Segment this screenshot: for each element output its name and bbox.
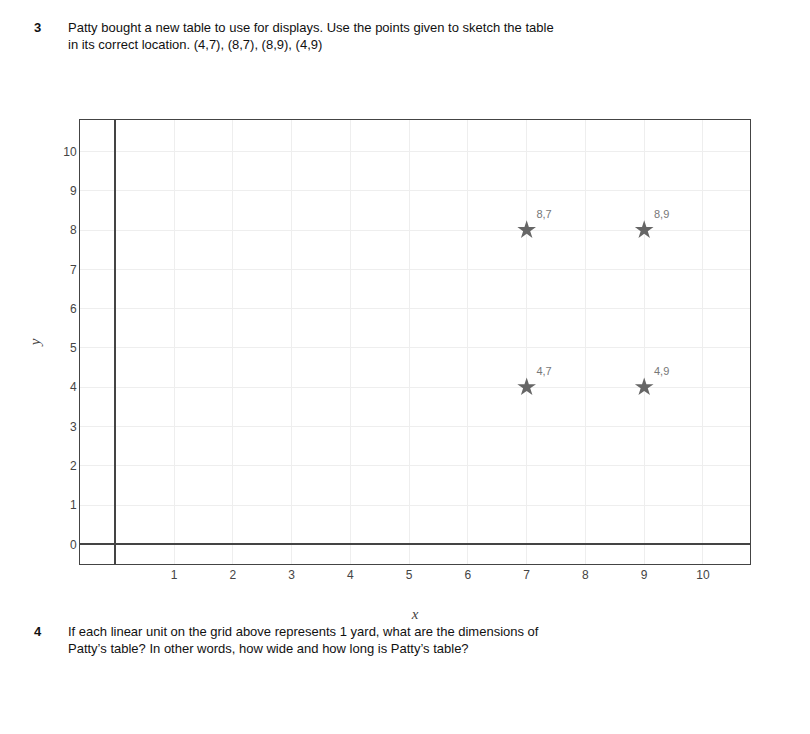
- svg-text:7: 7: [70, 263, 77, 277]
- svg-text:4,9: 4,9: [654, 365, 669, 377]
- svg-text:2: 2: [70, 459, 77, 473]
- svg-text:3: 3: [34, 20, 41, 35]
- svg-text:8: 8: [70, 223, 77, 237]
- svg-text:If each linear unit on the gri: If each linear unit on the grid above re…: [68, 624, 539, 656]
- svg-text:8: 8: [582, 568, 589, 582]
- svg-text:8,7: 8,7: [536, 208, 551, 220]
- svg-text:6: 6: [465, 568, 472, 582]
- svg-text:9: 9: [70, 184, 77, 198]
- svg-text:4: 4: [34, 624, 42, 639]
- svg-text:5: 5: [406, 568, 413, 582]
- svg-text:5: 5: [70, 341, 77, 355]
- svg-text:3: 3: [288, 568, 295, 582]
- svg-text:1: 1: [70, 498, 77, 512]
- svg-text:4,7: 4,7: [536, 365, 551, 377]
- svg-text:7: 7: [523, 568, 530, 582]
- svg-text:9: 9: [641, 568, 648, 582]
- svg-text:10: 10: [696, 568, 710, 582]
- svg-text:0: 0: [70, 538, 77, 552]
- svg-text:8,9: 8,9: [654, 208, 669, 220]
- svg-text:2: 2: [229, 568, 236, 582]
- svg-text:x: x: [411, 606, 419, 622]
- svg-text:3: 3: [70, 420, 77, 434]
- svg-text:6: 6: [70, 302, 77, 316]
- svg-text:1: 1: [171, 568, 178, 582]
- svg-text:10: 10: [63, 145, 77, 159]
- svg-text:4: 4: [70, 380, 77, 394]
- svg-text:4: 4: [347, 568, 354, 582]
- svg-text:Patty bought a new table to us: Patty bought a new table to use for disp…: [68, 20, 554, 52]
- svg-text:y: y: [27, 338, 43, 347]
